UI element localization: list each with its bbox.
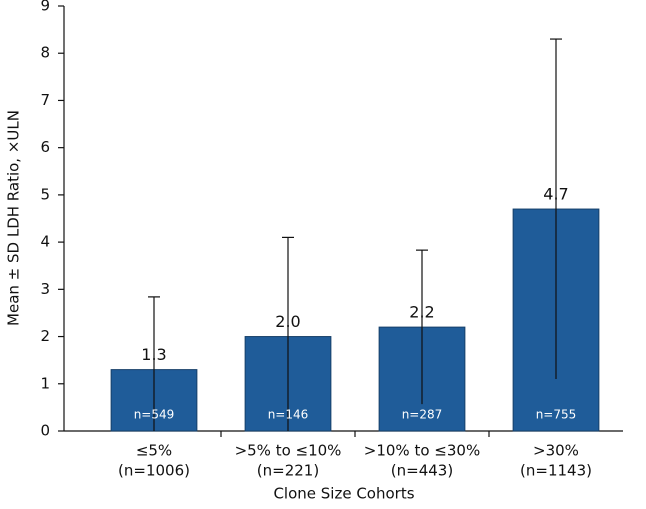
x-tick-label: (n=1143) <box>520 462 592 480</box>
value-label: 4.7 <box>543 185 568 204</box>
y-tick-label: 5 <box>40 185 50 203</box>
bar-label: n=549 <box>134 408 175 422</box>
y-tick-label: 3 <box>40 280 50 298</box>
bar-label: n=287 <box>402 408 443 422</box>
bar-label: n=146 <box>268 408 309 422</box>
value-label: 1.3 <box>141 345 166 364</box>
y-tick-label: 2 <box>40 327 50 345</box>
value-label: 2.0 <box>275 312 300 331</box>
value-label: 2.2 <box>409 303 434 322</box>
x-tick-label: (n=221) <box>257 462 319 480</box>
y-tick-label: 1 <box>40 374 50 392</box>
y-tick-label: 8 <box>40 44 50 62</box>
y-tick-label: 4 <box>40 233 50 251</box>
x-axis-title: Clone Size Cohorts <box>273 485 414 503</box>
x-tick-label: >5% to ≤10% <box>235 442 342 460</box>
y-tick-label: 6 <box>40 138 50 156</box>
x-tick-label: (n=1006) <box>118 462 190 480</box>
bar-label: n=755 <box>536 408 577 422</box>
y-tick-label: 9 <box>40 0 50 15</box>
y-tick-label: 0 <box>40 422 50 440</box>
x-tick-label: >30% <box>533 442 579 460</box>
x-tick-label: (n=443) <box>391 462 453 480</box>
y-tick-label: 7 <box>40 91 50 109</box>
y-axis-title: Mean ± SD LDH Ratio, ×ULN <box>5 110 23 326</box>
x-tick-label: >10% to ≤30% <box>364 442 480 460</box>
x-tick-label: ≤5% <box>136 442 172 460</box>
